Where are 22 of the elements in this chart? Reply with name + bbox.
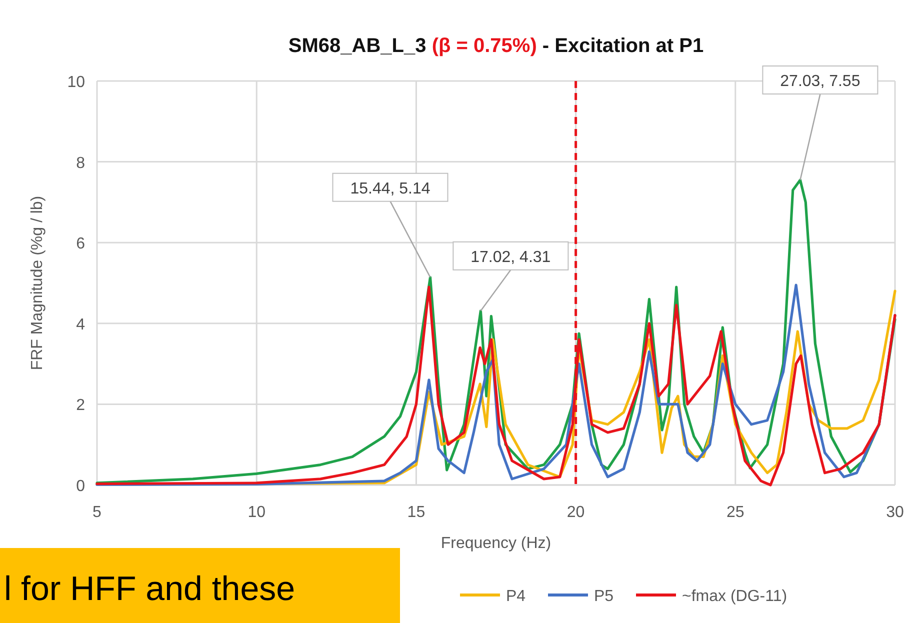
legend-label: P4 (506, 588, 526, 605)
y-tick-label: 2 (76, 397, 86, 414)
y-axis-title: FRF Magnitude (%g / lb) (29, 196, 46, 370)
x-tick-label: 25 (726, 504, 744, 521)
legend-label: ~fmax (DG-11) (682, 588, 788, 605)
legend-label: P5 (594, 588, 614, 605)
x-tick-label: 10 (248, 504, 266, 521)
y-tick-label: 10 (67, 74, 86, 91)
x-tick-label: 15 (407, 504, 426, 521)
annotation: 27.03, 7.55 (780, 72, 860, 90)
y-tick-label: 6 (76, 236, 86, 253)
x-tick-label: 20 (566, 504, 585, 521)
annotation: 17.02, 4.31 (470, 248, 551, 266)
x-tick-label: 5 (92, 504, 102, 521)
x-axis-title: Frequency (Hz) (440, 535, 552, 552)
y-tick-label: 4 (76, 316, 86, 334)
annotation: 15.44, 5.14 (350, 180, 430, 198)
text: l for HFF and these (4, 570, 296, 608)
chart-title: SM68_AB_L_3 (β = 0.75%) - Excitation at P1 (288, 35, 704, 57)
x-tick-label: 30 (886, 504, 904, 521)
y-tick-label: 0 (76, 478, 86, 495)
y-tick-label: 8 (76, 154, 86, 172)
